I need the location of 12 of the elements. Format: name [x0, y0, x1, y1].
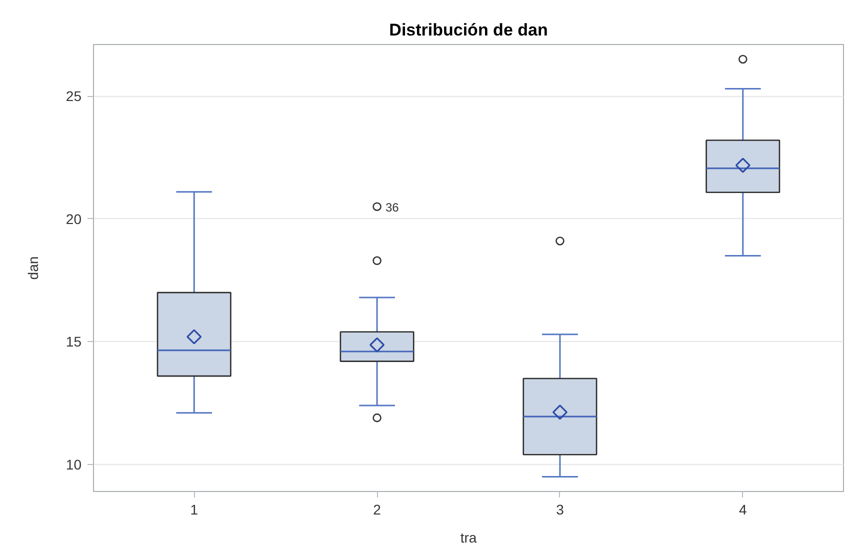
x-tick-label: 2 — [373, 502, 382, 518]
x-tick-label: 4 — [738, 502, 747, 518]
chart-title: Distribución de dan — [389, 20, 548, 40]
y-axis-title: dan — [24, 256, 41, 280]
x-tick-label: 3 — [556, 502, 564, 518]
y-tick-label: 15 — [66, 334, 82, 350]
y-tick-label: 25 — [66, 88, 82, 104]
y-tick-label: 10 — [66, 456, 82, 472]
y-tick-label: 20 — [66, 210, 82, 227]
x-axis-title: tra — [460, 530, 477, 546]
x-tick-label: 1 — [190, 502, 198, 518]
annotation: 36 — [386, 200, 400, 214]
